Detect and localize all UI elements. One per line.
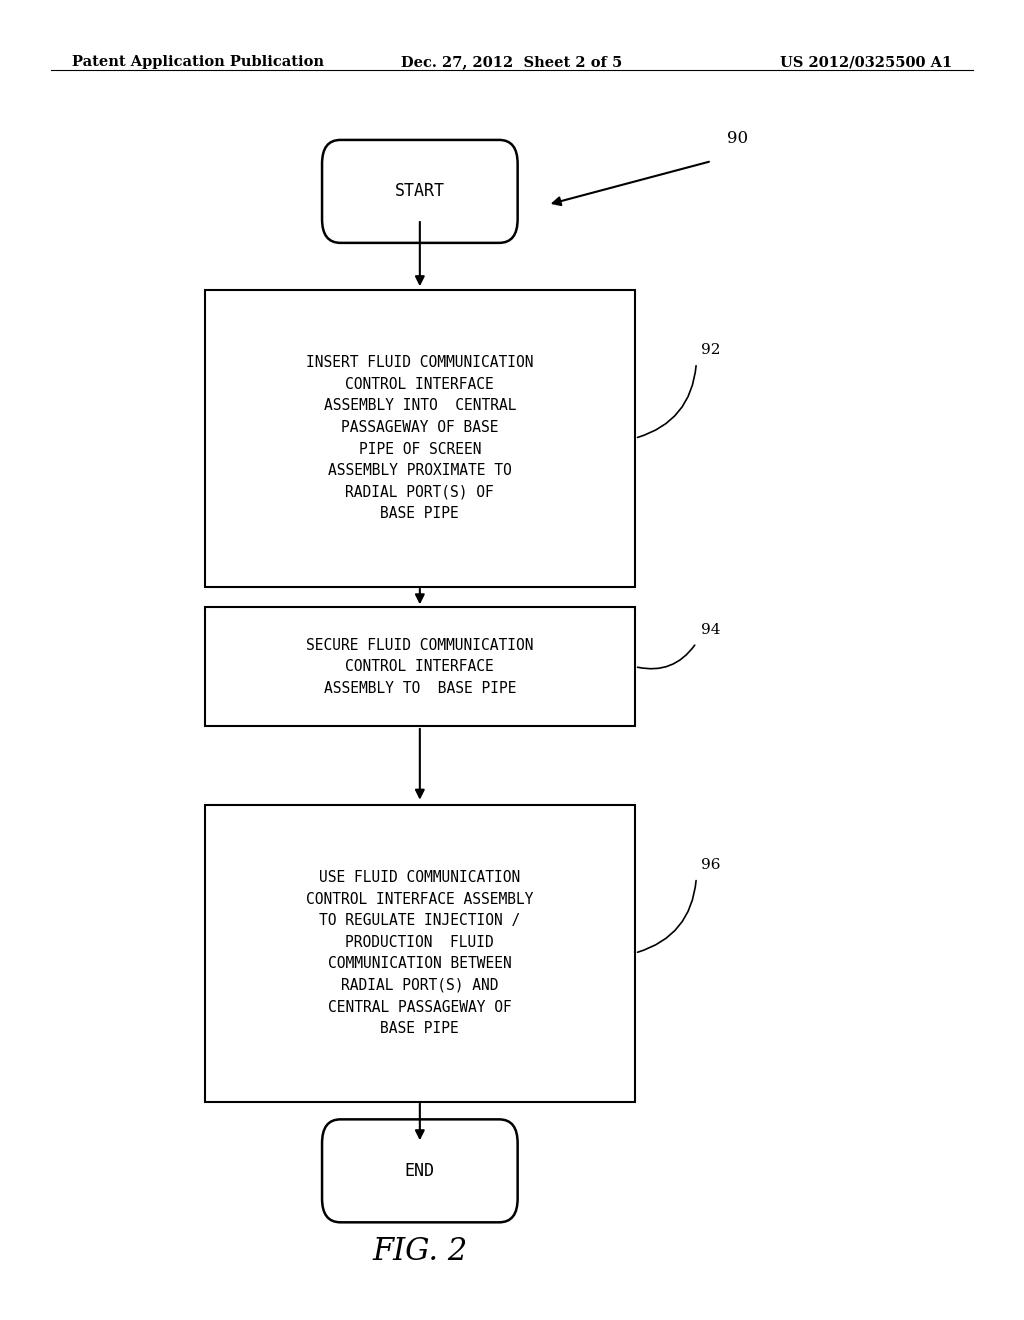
FancyBboxPatch shape: [322, 140, 517, 243]
Text: END: END: [404, 1162, 435, 1180]
Bar: [205, 290, 635, 586]
Text: SECURE FLUID COMMUNICATION
CONTROL INTERFACE
ASSEMBLY TO  BASE PIPE: SECURE FLUID COMMUNICATION CONTROL INTER…: [306, 638, 534, 696]
FancyBboxPatch shape: [322, 1119, 517, 1222]
Bar: [205, 804, 635, 1101]
Text: FIG. 2: FIG. 2: [372, 1236, 468, 1267]
Text: Dec. 27, 2012  Sheet 2 of 5: Dec. 27, 2012 Sheet 2 of 5: [401, 55, 623, 70]
Text: USE FLUID COMMUNICATION
CONTROL INTERFACE ASSEMBLY
TO REGULATE INJECTION /
PRODU: USE FLUID COMMUNICATION CONTROL INTERFAC…: [306, 870, 534, 1036]
Text: 92: 92: [701, 343, 721, 356]
Text: INSERT FLUID COMMUNICATION
CONTROL INTERFACE
ASSEMBLY INTO  CENTRAL
PASSAGEWAY O: INSERT FLUID COMMUNICATION CONTROL INTER…: [306, 355, 534, 521]
Text: START: START: [395, 182, 444, 201]
Text: 94: 94: [701, 623, 721, 636]
Text: Patent Application Publication: Patent Application Publication: [72, 55, 324, 70]
Bar: [205, 607, 635, 726]
Text: US 2012/0325500 A1: US 2012/0325500 A1: [780, 55, 952, 70]
Text: 90: 90: [727, 131, 748, 147]
Text: 96: 96: [701, 858, 721, 871]
